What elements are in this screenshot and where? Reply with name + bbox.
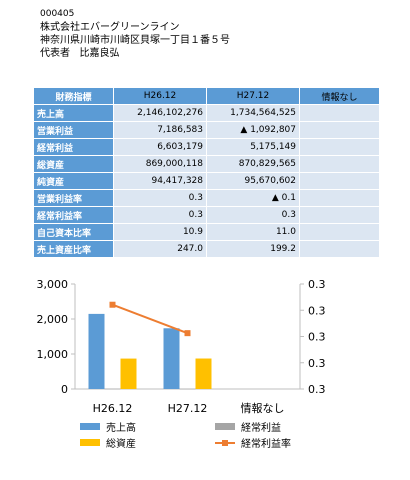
row-label: 純資産 (33, 172, 114, 190)
company-name: 株式会社エバーグリーンライン (40, 22, 180, 33)
row-value-none (299, 121, 380, 139)
bar-総資産-H26.12 (120, 358, 137, 389)
row-value-h27: 1,734,564,525 (206, 104, 300, 122)
company-representative: 代表者 比嘉良弘 (40, 47, 230, 60)
company-header: 000405 株式会社エバーグリーンライン 神奈川県川崎市川崎区貝塚一丁目１番５… (40, 8, 230, 60)
row-label: 営業利益率 (33, 189, 114, 207)
legend-swatch-売上高 (80, 423, 100, 430)
bar-売上高-H27.12 (163, 328, 180, 389)
row-value-h27: ▲ 0.1 (206, 189, 300, 207)
row-label: 総資産 (33, 155, 114, 173)
row-value-h26: 247.0 (113, 240, 207, 258)
row-label: 営業利益 (33, 121, 114, 139)
bar-経常利益-H26.12 (104, 388, 121, 390)
row-value-h26: 7,186,583 (113, 121, 207, 139)
table-header-none: 情報なし (299, 87, 380, 105)
line-経常利益率 (112, 303, 188, 335)
table-row: 売上高 2,146,102,276 1,734,564,525 (33, 104, 380, 122)
legend-label-経常利益: 経常利益 (241, 421, 281, 434)
row-value-none (299, 104, 380, 122)
financial-table: 財務指標 H26.12 H27.12 情報なし 売上高 2,146,102,276… (33, 87, 380, 258)
y-left-tick-label: 1,000 (37, 348, 69, 361)
x-tick-label: 情報なし (241, 402, 285, 415)
company-code: 000405 (40, 9, 75, 19)
y-left-tick-label: 0 (61, 383, 68, 396)
row-value-h26: 94,417,328 (113, 172, 207, 190)
row-value-none (299, 240, 380, 258)
line-point-経常利益率 (184, 330, 191, 337)
row-value-h26: 6,603,179 (113, 138, 207, 156)
bar-売上高-H26.12 (88, 313, 105, 389)
row-label: 経常利益率 (33, 206, 114, 224)
row-value-h27: ▲ 1,092,807 (206, 121, 300, 139)
table-row: 営業利益 7,186,583 ▲ 1,092,807 (33, 121, 380, 139)
row-label: 売上高 (33, 104, 114, 122)
bar-総資産-H27.12 (195, 358, 212, 389)
table-row: 経常利益 6,603,179 5,175,149 (33, 138, 380, 156)
y-right-tick-label: 0.3 (308, 383, 326, 396)
x-tick-label: H26.12 (93, 402, 133, 415)
legend-label-総資産: 総資産 (106, 437, 136, 450)
row-value-h27: 0.3 (206, 206, 300, 224)
line-point-経常利益率 (109, 301, 116, 308)
row-value-none (299, 189, 380, 207)
row-label: 自己資本比率 (33, 223, 114, 241)
row-value-h27: 870,829,565 (206, 155, 300, 173)
table-header-row: 財務指標 H26.12 H27.12 情報なし (33, 87, 380, 105)
table-header-h26: H26.12 (113, 87, 207, 105)
row-value-h27: 11.0 (206, 223, 300, 241)
legend-swatch-marker-経常利益率 (222, 440, 228, 446)
table-row: 総資産 869,000,118 870,829,565 (33, 155, 380, 173)
row-value-none (299, 206, 380, 224)
row-value-none (299, 138, 380, 156)
y-right-tick-label: 0.3 (308, 304, 326, 317)
financial-chart: 0 1,000 2,000 3,000 0.3 0.3 0.3 0.3 0.3 H26.12 H27… (37, 278, 326, 450)
row-value-none (299, 155, 380, 173)
table-header-h27: H27.12 (206, 87, 300, 105)
row-value-h27: 199.2 (206, 240, 300, 258)
table-header-metric: 財務指標 (33, 87, 114, 105)
legend-label-経常利益率: 経常利益率 (241, 437, 291, 450)
row-value-h26: 869,000,118 (113, 155, 207, 173)
row-value-h27: 95,670,602 (206, 172, 300, 190)
table-row: 純資産 94,417,328 95,670,602 (33, 172, 380, 190)
table-row: 営業利益率 0.3 ▲ 0.1 (33, 189, 380, 207)
legend-swatch-経常利益 (215, 423, 235, 430)
x-tick-label: H27.12 (168, 402, 208, 415)
representative-name: 比嘉良弘 (79, 48, 120, 59)
legend-label-売上高: 売上高 (106, 421, 136, 434)
legend-swatch-総資産 (80, 439, 100, 446)
representative-label: 代表者 (40, 48, 70, 59)
company-address: 神奈川県川崎市川崎区貝塚一丁目１番５号 (40, 35, 230, 46)
table-row: 売上資産比率 247.0 199.2 (33, 240, 380, 258)
row-label: 売上資産比率 (33, 240, 114, 258)
row-label: 経常利益 (33, 138, 114, 156)
bar-経常利益-H27.12 (179, 388, 196, 390)
row-value-none (299, 223, 380, 241)
y-right-tick-label: 0.3 (308, 357, 326, 370)
y-right-tick-label: 0.3 (308, 278, 326, 291)
y-left-tick-label: 3,000 (37, 278, 69, 291)
table-row: 経常利益率 0.3 0.3 (33, 206, 380, 224)
row-value-h26: 0.3 (113, 206, 207, 224)
table-row: 自己資本比率 10.9 11.0 (33, 223, 380, 241)
row-value-h26: 0.3 (113, 189, 207, 207)
row-value-h26: 10.9 (113, 223, 207, 241)
row-value-none (299, 172, 380, 190)
y-left-tick-label: 2,000 (37, 313, 69, 326)
row-value-h27: 5,175,149 (206, 138, 300, 156)
row-value-h26: 2,146,102,276 (113, 104, 207, 122)
y-right-tick-label: 0.3 (308, 331, 326, 344)
